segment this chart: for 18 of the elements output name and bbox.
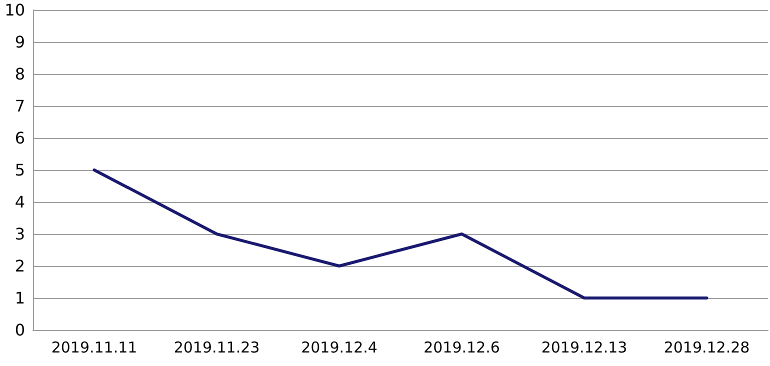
y-tick-label: 0: [14, 320, 25, 340]
x-tick-label: 2019.11.11: [51, 338, 138, 356]
y-tick-label: 9: [14, 32, 25, 52]
x-tick-label: 2019.12.4: [301, 338, 378, 356]
y-tick-label: 7: [14, 96, 25, 116]
y-tick-label: 1: [14, 288, 25, 308]
x-tick-label: 2019.12.28: [664, 338, 750, 356]
x-tick-label: 2019.12.13: [541, 338, 628, 356]
y-tick-label: 10: [4, 0, 25, 20]
x-tick-label: 2019.11.23: [174, 338, 260, 356]
x-tick-label: 2019.12.6: [424, 338, 500, 356]
line-series: [92, 168, 708, 300]
y-tick-label: 6: [14, 128, 25, 148]
y-tick-label: 4: [14, 192, 25, 212]
y-tick-label: 2: [14, 256, 25, 276]
y-tick-label: 5: [14, 160, 25, 180]
y-tick-label: 8: [14, 64, 25, 84]
y-tick-label: 3: [14, 224, 25, 244]
